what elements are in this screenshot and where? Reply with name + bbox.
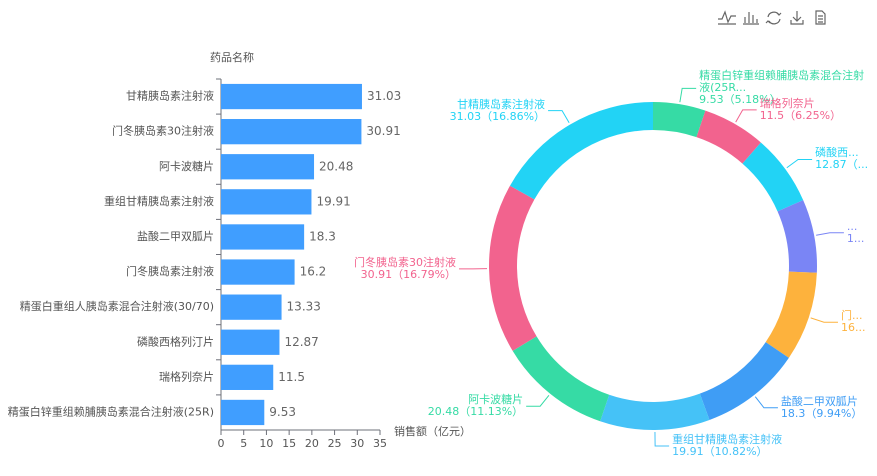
slice-label: 门... 16... [841, 310, 866, 334]
label-line [810, 317, 838, 323]
y-tick-label: 磷酸西格列汀片 [137, 334, 214, 348]
slice-label: 精蛋白锌重组赖脯胰岛素混合注射液(25R... 9.53（5.18%） [699, 70, 873, 106]
bar [221, 189, 312, 215]
x-tick-label: 0 [218, 437, 225, 450]
bar-value-label: 20.48 [319, 159, 353, 173]
donut-slice [765, 271, 817, 358]
slice-name: 精蛋白锌重组赖脯胰岛素混合注射液(25R... [699, 69, 865, 95]
donut-slice [509, 102, 653, 200]
line-chart-icon[interactable] [718, 10, 736, 25]
x-tick-label: 15 [282, 437, 296, 450]
bar-chart-icon[interactable] [743, 12, 759, 25]
bar-value-label: 30.91 [366, 124, 400, 138]
slice-label: 甘精胰岛素注射液 31.03（16.86%） [449, 97, 546, 123]
y-tick-label: 重组甘精胰岛素注射液 [104, 194, 214, 208]
donut-slice [699, 342, 789, 420]
x-tick-label: 25 [328, 437, 342, 450]
bar-value-label: 16.2 [300, 265, 327, 279]
label-line [786, 158, 813, 169]
toolbar [718, 10, 826, 25]
slice-label: 瑞格列奈片 11.5（6.25%） [759, 96, 842, 122]
slice-label: 盐酸二甲双胍片 18.3（9.94%） [780, 394, 863, 420]
slice-name: 磷酸西... [815, 146, 859, 160]
bar-value-label: 9.53 [269, 405, 296, 419]
donut-slice [512, 336, 610, 422]
y-tick-label: 精蛋白锌重组赖脯胰岛素混合注射液(25R) [8, 404, 214, 418]
label-line [654, 431, 670, 447]
bar-value-label: 19.91 [316, 194, 350, 208]
label-line [754, 396, 778, 409]
bar [221, 119, 362, 145]
donut-slice [489, 185, 537, 351]
bar [221, 364, 274, 390]
slice-value: 19.91（10.82%） [672, 444, 768, 458]
bar-value-label: 31.03 [367, 89, 401, 103]
label-line [679, 87, 697, 103]
bar [221, 224, 305, 250]
slice-name: ... [846, 219, 858, 233]
label-line [526, 395, 550, 407]
bar [221, 399, 265, 426]
slice-value: 31.03（16.86%） [449, 109, 546, 123]
slice-label: 门冬胰岛素30注射液 30.91（16.79%） [354, 255, 457, 281]
y-tick-label: 精蛋白重组人胰岛素混合注射液(30/70) [20, 299, 214, 313]
bar [221, 154, 315, 180]
y-tick-label: 门冬胰岛素30注射液 [112, 124, 214, 138]
slice-value: 12.87（... [815, 158, 869, 172]
label-line [735, 109, 757, 123]
slice-value: 18.3（9.94%） [780, 406, 863, 420]
y-tick-label: 瑞格列奈片 [159, 369, 214, 383]
x-axis-name: 销售额（亿元） [394, 424, 471, 438]
bar [221, 259, 295, 285]
bar [221, 83, 362, 110]
slice-label: 阿卡波糖片 20.48（11.13%） [428, 394, 523, 418]
y-tick-label: 盐酸二甲双胍片 [137, 229, 214, 243]
restore-icon[interactable] [765, 11, 782, 25]
y-tick-label: 阿卡波糖片 [159, 159, 214, 173]
bar-value-label: 18.3 [309, 229, 336, 243]
slice-name: 门冬胰岛素30注射液 [354, 255, 457, 269]
slice-name: 盐酸二甲双胍片 [780, 394, 858, 408]
data-view-icon[interactable] [815, 10, 826, 25]
donut-slice [777, 200, 817, 273]
bar-value-label: 12.87 [284, 335, 318, 349]
x-tick-label: 20 [305, 437, 319, 450]
slice-name: 门... [840, 309, 863, 323]
bar [221, 294, 282, 320]
donut-slice [653, 102, 706, 138]
y-axis-name: 药品名称 [210, 50, 254, 64]
slice-value: 1... [846, 231, 865, 245]
slice-name: 瑞格列奈片 [759, 96, 815, 110]
slice-name: 阿卡波糖片 [468, 393, 524, 407]
download-icon[interactable] [790, 11, 804, 25]
donut-slice [696, 110, 761, 164]
label-line [816, 232, 844, 236]
slice-value: 11.5（6.25%） [759, 108, 842, 122]
slice-label: ... 1... [846, 219, 865, 245]
bar [221, 329, 280, 355]
slice-name: 重组甘精胰岛素注射液 [672, 432, 783, 446]
slice-label: 重组甘精胰岛素注射液 19.91（10.82%） [672, 432, 783, 458]
slice-label: 磷酸西... 12.87（... [815, 147, 868, 171]
x-tick-label: 35 [373, 437, 387, 450]
donut-slice [600, 393, 710, 430]
slice-name: 甘精胰岛素注射液 [457, 97, 546, 111]
slice-value: 9.53（5.18%） [699, 93, 781, 107]
donut-slice [742, 142, 804, 212]
slice-value: 16... [840, 321, 866, 335]
x-tick-label: 30 [350, 437, 364, 450]
slice-value: 30.91（16.79%） [360, 267, 457, 281]
y-tick-label: 甘精胰岛素注射液 [126, 89, 214, 103]
x-tick-label: 10 [259, 437, 273, 450]
bar-value-label: 11.5 [278, 370, 305, 384]
label-line [548, 110, 570, 123]
y-tick-label: 门冬胰岛素注射液 [126, 264, 214, 278]
bar-value-label: 13.33 [287, 300, 321, 314]
x-tick-label: 5 [240, 437, 247, 450]
slice-value: 20.48（11.13%） [427, 405, 524, 419]
